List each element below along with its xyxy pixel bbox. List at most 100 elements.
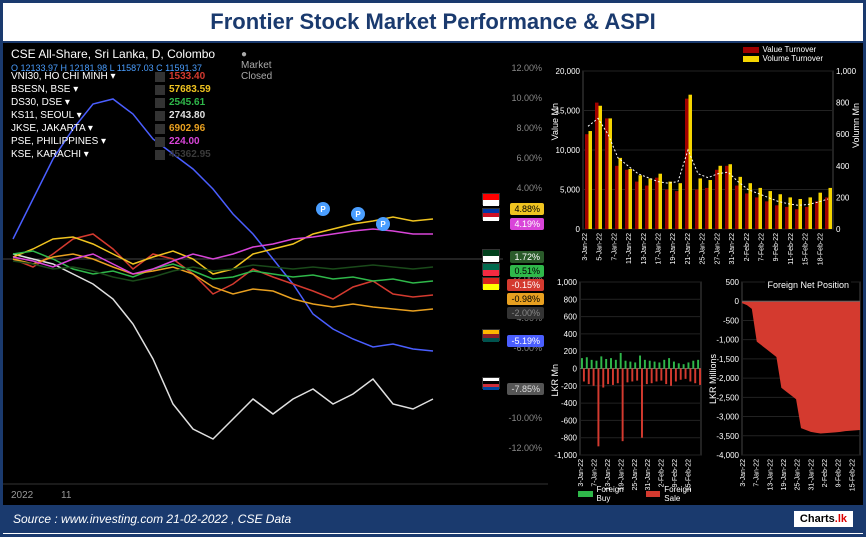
index-value: 224.00 <box>169 136 200 147</box>
index-row[interactable]: PSE, PHILIPPINES ▾ 224.00 <box>11 136 211 147</box>
svg-text:0: 0 <box>836 225 841 234</box>
flag-icon <box>482 208 500 220</box>
turnover-chart: 05,00010,00015,00020,00002004006008001,0… <box>548 43 863 274</box>
title-bar: Frontier Stock Market Performance & ASPI <box>3 3 863 43</box>
svg-text:9-Feb-22: 9-Feb-22 <box>672 459 679 488</box>
turnover-section: Value Turnover Volume Turnover Value Mn … <box>548 43 863 274</box>
svg-text:11-Feb-22: 11-Feb-22 <box>788 233 795 265</box>
legend-volume-swatch <box>743 56 759 62</box>
index-value: 1533.40 <box>169 71 205 82</box>
index-toggle-icon[interactable] <box>155 98 165 108</box>
y-tick-label: 10.00% <box>511 93 542 103</box>
page-title: Frontier Stock Market Performance & ASPI <box>3 9 863 35</box>
svg-text:15-Feb-22: 15-Feb-22 <box>803 233 810 265</box>
svg-text:P: P <box>380 220 386 229</box>
svg-text:31-Jan-22: 31-Jan-22 <box>808 459 815 491</box>
bottom-charts: LKR Mn -1,000-800-600-400-20002004006008… <box>548 274 863 505</box>
svg-text:9-Feb-22: 9-Feb-22 <box>773 233 780 262</box>
index-toggle-icon[interactable] <box>155 111 165 121</box>
legend-value: Value Turnover <box>743 45 823 54</box>
y-tick-label: 8.00% <box>516 123 542 133</box>
svg-text:15-Feb-22: 15-Feb-22 <box>849 459 856 491</box>
svg-text:7-Jan-22: 7-Jan-22 <box>611 233 618 261</box>
chart-title[interactable]: CSE All-Share, Sri Lanka, D, Colombo <box>11 47 215 61</box>
index-toggle-icon[interactable] <box>155 85 165 95</box>
turnover-legend: Value Turnover Volume Turnover <box>743 45 823 63</box>
y-tick-label: -10.00% <box>508 413 542 423</box>
footer: Source : www.investing.com 21-02-2022 , … <box>3 505 863 533</box>
svg-text:400: 400 <box>836 162 850 171</box>
index-row[interactable]: KSE, KARACHI ▾ 45362.95 <box>11 149 211 160</box>
svg-text:13-Jan-22: 13-Jan-22 <box>641 233 648 265</box>
index-name: BSESN, BSE ▾ <box>11 84 151 95</box>
pct-badge: -2.00% <box>507 307 544 319</box>
index-row[interactable]: VNI30, HO CHI MINH ▾ 1533.40 <box>11 71 211 82</box>
index-toggle-icon[interactable] <box>155 124 165 134</box>
svg-text:7-Jan-22: 7-Jan-22 <box>753 459 760 487</box>
index-value: 2743.80 <box>169 110 205 121</box>
foreign-legend: Foreign Buy Foreign Sale <box>578 485 706 503</box>
net-y-label: LKR Millions <box>708 354 718 404</box>
pct-badge: -7.85% <box>507 383 544 395</box>
index-row[interactable]: BSESN, BSE ▾ 57683.59 <box>11 84 211 95</box>
svg-text:-4,000: -4,000 <box>716 451 739 460</box>
legend-value-label: Value Turnover <box>763 45 817 54</box>
index-row[interactable]: JKSE, JAKARTA ▾ 6902.96 <box>11 123 211 134</box>
pct-badge: -0.15% <box>507 279 544 291</box>
legend-sale-label: Foreign Sale <box>664 485 705 503</box>
flag-icon <box>482 249 500 261</box>
flag-icon <box>482 377 500 389</box>
svg-text:0: 0 <box>734 297 739 306</box>
svg-text:13-Jan-22: 13-Jan-22 <box>767 459 774 491</box>
y-left-label: Value Mn <box>550 103 560 140</box>
svg-text:2-Feb-22: 2-Feb-22 <box>659 459 666 488</box>
svg-text:27-Jan-22: 27-Jan-22 <box>714 233 721 265</box>
svg-text:-600: -600 <box>561 416 578 425</box>
pct-badge: -5.19% <box>507 335 544 347</box>
svg-text:-200: -200 <box>561 382 578 391</box>
index-toggle-icon[interactable] <box>155 72 165 82</box>
svg-text:2-Feb-22: 2-Feb-22 <box>744 233 751 262</box>
svg-text:5,000: 5,000 <box>560 186 581 195</box>
pct-badge: 0.51% <box>510 265 544 277</box>
index-name: DS30, DSE ▾ <box>11 97 151 108</box>
svg-text:25-Jan-22: 25-Jan-22 <box>794 459 801 491</box>
svg-text:11-Jan-22: 11-Jan-22 <box>626 233 633 264</box>
main-chart-panel: CSE All-Share, Sri Lanka, D, Colombo O 1… <box>3 43 548 505</box>
svg-text:P: P <box>320 205 326 214</box>
legend-value-swatch <box>743 47 759 53</box>
svg-text:800: 800 <box>836 99 850 108</box>
index-row[interactable]: KS11, SEOUL ▾ 2743.80 <box>11 110 211 121</box>
pct-badge: 4.88% <box>510 203 544 215</box>
legend-volume: Volume Turnover <box>743 54 823 63</box>
svg-text:-1,000: -1,000 <box>716 336 739 345</box>
dashboard-container: Frontier Stock Market Performance & ASPI… <box>0 0 866 537</box>
svg-text:25-Jan-22: 25-Jan-22 <box>700 233 707 265</box>
index-value: 2545.61 <box>169 97 205 108</box>
svg-text:500: 500 <box>725 278 739 287</box>
index-value: 45362.95 <box>169 149 211 160</box>
svg-text:7-Jan-22: 7-Jan-22 <box>591 459 598 487</box>
flag-icon <box>482 329 500 341</box>
index-row[interactable]: DS30, DSE ▾ 2545.61 <box>11 97 211 108</box>
svg-text:3-Jan-22: 3-Jan-22 <box>582 233 589 261</box>
svg-text:0: 0 <box>573 365 578 374</box>
legend-buy-swatch <box>578 491 593 497</box>
pct-badge: 1.72% <box>510 251 544 263</box>
index-value: 57683.59 <box>169 84 211 95</box>
flag-icon <box>482 277 500 289</box>
svg-text:-500: -500 <box>722 316 739 325</box>
svg-text:-2,500: -2,500 <box>716 393 739 402</box>
svg-text:3-Jan-22: 3-Jan-22 <box>578 459 585 487</box>
index-name: PSE, PHILIPPINES ▾ <box>11 136 151 147</box>
index-toggle-icon[interactable] <box>155 150 165 160</box>
month-tick: 11 <box>61 490 71 501</box>
svg-text:10,000: 10,000 <box>556 146 581 155</box>
legend-foreign-buy: Foreign Buy <box>578 485 636 503</box>
index-toggle-icon[interactable] <box>155 137 165 147</box>
right-panel: Value Turnover Volume Turnover Value Mn … <box>548 43 863 505</box>
foreign-y-label: LKR Mn <box>550 364 560 397</box>
content-area: CSE All-Share, Sri Lanka, D, Colombo O 1… <box>3 43 863 505</box>
legend-foreign-sale: Foreign Sale <box>646 485 706 503</box>
index-name: KS11, SEOUL ▾ <box>11 110 151 121</box>
